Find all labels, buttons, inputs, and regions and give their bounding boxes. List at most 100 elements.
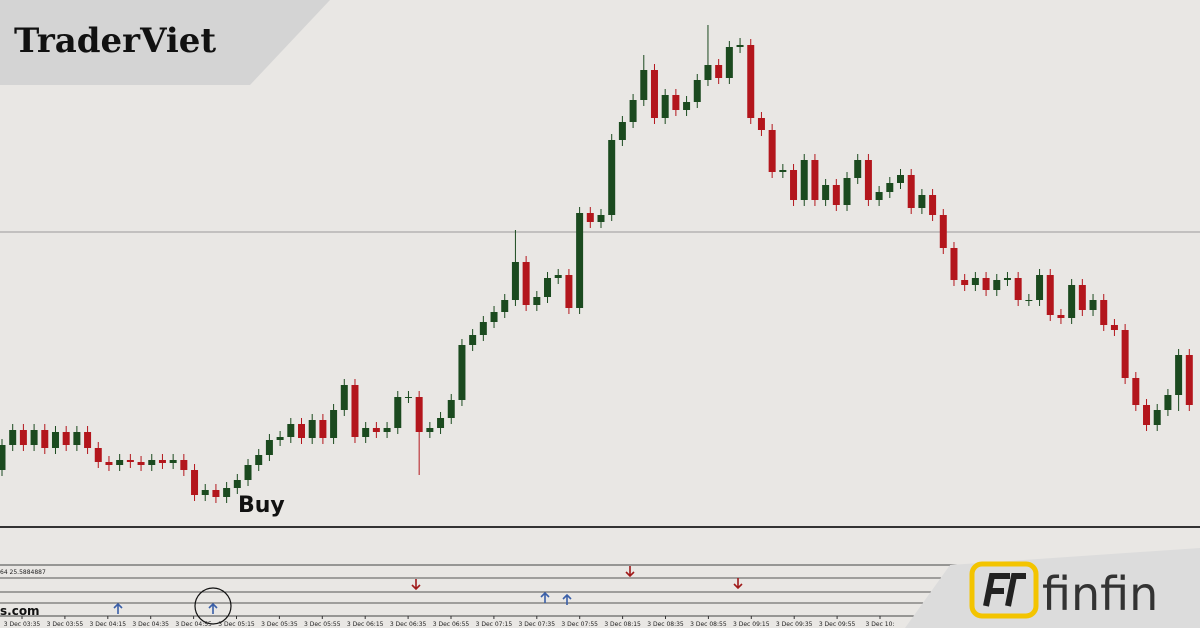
candle-body <box>1014 278 1022 300</box>
candle-body <box>939 215 947 248</box>
candle-body <box>244 465 252 480</box>
candle-body <box>1164 395 1172 410</box>
x-tick-label: 3 Dec 04:35 <box>132 621 169 628</box>
logo-text: finfin <box>1042 567 1158 621</box>
candle-body <box>501 300 509 312</box>
x-tick-label: 3 Dec 08:15 <box>604 621 641 628</box>
candle-body <box>490 312 498 322</box>
candle-body <box>1175 355 1183 395</box>
logo-panel <box>905 548 1200 628</box>
candle-body <box>319 420 327 438</box>
candle-body <box>618 122 626 140</box>
x-tick-label: 3 Dec 03:35 <box>4 621 41 628</box>
candle-body <box>41 430 49 448</box>
candle-body <box>757 118 765 130</box>
candle-body <box>1132 378 1140 405</box>
logo-mark <box>983 573 1026 607</box>
candle-body <box>950 248 958 280</box>
candle-body <box>298 424 305 438</box>
candle-body <box>715 65 723 78</box>
candle-body <box>169 460 177 463</box>
x-tick-label: 3 Dec 03:55 <box>47 621 84 628</box>
watermark: s.com <box>0 604 40 618</box>
buy-annotation: Buy <box>238 493 285 518</box>
candle-body <box>1057 315 1065 318</box>
x-tick-label: 3 Dec 07:15 <box>476 621 513 628</box>
x-tick-label: 3 Dec 06:55 <box>433 621 470 628</box>
x-tick-label: 3 Dec 10: <box>866 621 895 628</box>
candle-body <box>918 195 926 208</box>
candle-body <box>94 448 102 462</box>
candle-body <box>404 397 412 398</box>
up-arrow <box>113 602 123 614</box>
candle-body <box>522 262 530 305</box>
candle-body <box>1078 285 1086 310</box>
candles <box>0 25 1193 503</box>
candle-body <box>768 130 776 172</box>
candle-body <box>126 460 134 462</box>
x-tick-label: 3 Dec 07:55 <box>561 621 598 628</box>
candle-body <box>982 278 990 290</box>
candle-body <box>0 445 6 470</box>
candle-body <box>661 95 669 118</box>
candle-body <box>19 430 27 445</box>
candle-body <box>683 102 691 110</box>
candle-body <box>212 490 220 497</box>
x-tick-label: 3 Dec 04:55 <box>175 621 212 628</box>
highlight-circle <box>194 587 232 625</box>
candle-body <box>897 175 904 183</box>
signal-arrows <box>113 566 743 625</box>
candle-body <box>586 213 594 222</box>
candle-body <box>511 262 519 300</box>
candle-body <box>105 462 113 465</box>
candle-body <box>650 70 658 118</box>
candle-body <box>51 432 59 448</box>
candle-body <box>437 418 445 428</box>
candle-body <box>479 322 487 335</box>
candle-body <box>372 428 380 432</box>
candle-body <box>1003 278 1011 280</box>
candle-body <box>426 428 434 432</box>
x-tick-label: 3 Dec 08:55 <box>690 621 727 628</box>
down-arrow <box>625 566 635 578</box>
candle-body <box>469 335 477 345</box>
candle-body <box>544 278 552 297</box>
candle-body <box>84 432 92 448</box>
candle-body <box>1036 275 1044 300</box>
x-tick-label: 3 Dec 09:35 <box>776 621 813 628</box>
candle-body <box>864 160 872 200</box>
candle-body <box>458 345 466 400</box>
candle-body <box>565 275 573 308</box>
candle-body <box>62 432 70 445</box>
candle-body <box>961 280 969 285</box>
candle-body <box>1153 410 1161 425</box>
candle-body <box>148 460 156 465</box>
candle-body <box>790 170 798 200</box>
candle-body <box>704 65 712 80</box>
down-arrow <box>733 578 743 590</box>
candle-body <box>415 397 423 432</box>
x-tick-label: 3 Dec 04:15 <box>90 621 127 628</box>
candle-body <box>597 215 605 222</box>
candle-body <box>693 80 701 102</box>
candle-body <box>886 183 894 192</box>
candle-body <box>340 385 348 410</box>
x-tick-label: 3 Dec 08:35 <box>647 621 684 628</box>
candle-body <box>1025 300 1033 301</box>
candle-body <box>1100 300 1108 325</box>
candle-body <box>672 95 680 110</box>
logo-icon <box>969 561 1039 619</box>
candle-body <box>843 178 851 205</box>
candle-body <box>875 192 883 200</box>
candle-body <box>993 280 1001 290</box>
candle-body <box>265 440 273 455</box>
candle-body <box>137 462 145 465</box>
candle-body <box>854 160 862 178</box>
x-axis: 3 Dec 03:35 3 Dec 03:55 3 Dec 04:15 3 Dec 0… <box>4 616 895 628</box>
candle-body <box>394 397 402 428</box>
candle-body <box>1121 330 1129 378</box>
candle-body <box>116 460 124 465</box>
